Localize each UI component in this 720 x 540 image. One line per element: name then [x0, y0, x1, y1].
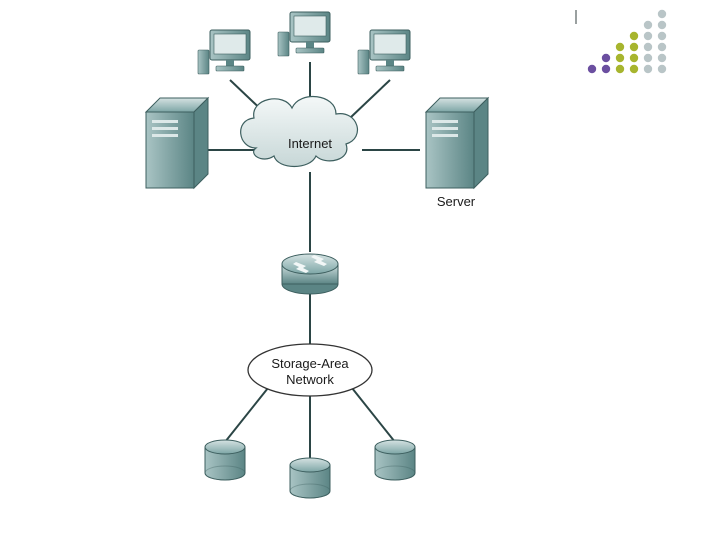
workstation-pc1	[198, 30, 250, 74]
disk-disk1	[205, 440, 245, 480]
ellipse-san: Storage-AreaNetwork	[248, 344, 372, 396]
server-label: Server	[437, 194, 476, 209]
link-pc3-cloud	[350, 80, 390, 118]
disk-disk3	[375, 440, 415, 480]
cloud-cloud: Internet	[241, 97, 358, 167]
cloud-label: Internet	[288, 136, 332, 151]
corner-tick	[575, 10, 577, 24]
network-diagram: Server Internet Storage-AreaNetwork	[0, 0, 720, 540]
router-router	[282, 254, 338, 294]
workstation-pc2	[278, 12, 330, 56]
disk-disk2	[290, 458, 330, 498]
san-label-line1: Storage-Area	[271, 356, 349, 371]
link-san-disk3	[352, 388, 395, 442]
server-srvR: Server	[426, 98, 488, 209]
san-label-line2: Network	[286, 372, 334, 387]
workstation-pc3	[358, 30, 410, 74]
link-san-disk1	[225, 388, 268, 442]
nodes: Server Internet Storage-AreaNetwork	[146, 12, 488, 498]
corner-dot-grid	[588, 10, 666, 73]
server-srvL	[146, 98, 208, 188]
